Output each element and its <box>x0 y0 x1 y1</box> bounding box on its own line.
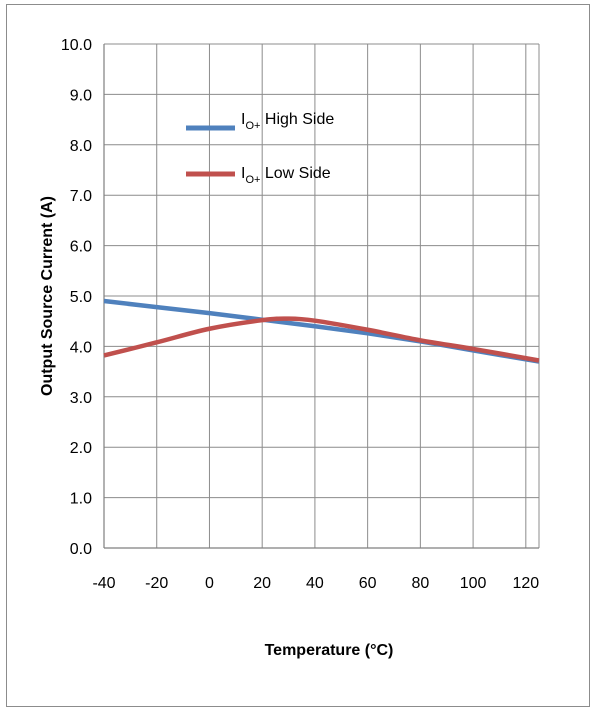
legend-label-high-side-main: I <box>241 111 245 128</box>
x-tick-label: 0 <box>205 575 214 592</box>
legend-label-low-side-main: I <box>241 165 245 182</box>
y-tick-label: 1.0 <box>70 491 92 508</box>
legend-label-low-side-sub: O+ <box>245 174 260 186</box>
x-tick-label: -40 <box>92 575 115 592</box>
legend-label-high-side-rest: High Side <box>260 111 334 128</box>
y-tick-label: 7.0 <box>70 188 92 205</box>
y-tick-label: 9.0 <box>70 87 92 104</box>
y-tick-labels: 0.0 1.0 2.0 3.0 4.0 5.0 6.0 7.0 8.0 9.0 10.0 <box>61 37 92 558</box>
legend-label-low-side-rest: Low Side <box>260 165 330 182</box>
series-line-high-side <box>103 298 540 364</box>
legend: IO+ High Side IO+ Low Side <box>186 111 334 186</box>
x-tick-label: 20 <box>253 575 271 592</box>
legend-label-low-side: IO+ Low Side <box>241 165 331 186</box>
x-axis-title: Temperature (°C) <box>265 642 394 659</box>
y-tick-label: 4.0 <box>70 339 92 356</box>
y-tick-label: 5.0 <box>70 289 92 306</box>
y-tick-label: 8.0 <box>70 138 92 155</box>
y-axis-title: Output Source Current (A) <box>39 196 56 396</box>
x-tick-labels: -40 -20 0 20 40 60 80 100 120 <box>92 575 539 592</box>
series-layer <box>103 298 540 364</box>
legend-label-high-side-sub: O+ <box>245 120 260 132</box>
series-line-low-side <box>103 316 540 363</box>
y-tick-label: 3.0 <box>70 390 92 407</box>
y-tick-label: 2.0 <box>70 440 92 457</box>
x-tick-label: 40 <box>306 575 324 592</box>
y-tick-label: 10.0 <box>61 37 92 54</box>
x-tick-label: 60 <box>359 575 377 592</box>
y-tick-label: 6.0 <box>70 239 92 256</box>
x-tick-label: 100 <box>460 575 487 592</box>
x-tick-label: 120 <box>512 575 539 592</box>
x-tick-label: 80 <box>411 575 429 592</box>
y-tick-label: 0.0 <box>70 541 92 558</box>
legend-label-high-side: IO+ High Side <box>241 111 334 132</box>
x-tick-label: -20 <box>145 575 168 592</box>
